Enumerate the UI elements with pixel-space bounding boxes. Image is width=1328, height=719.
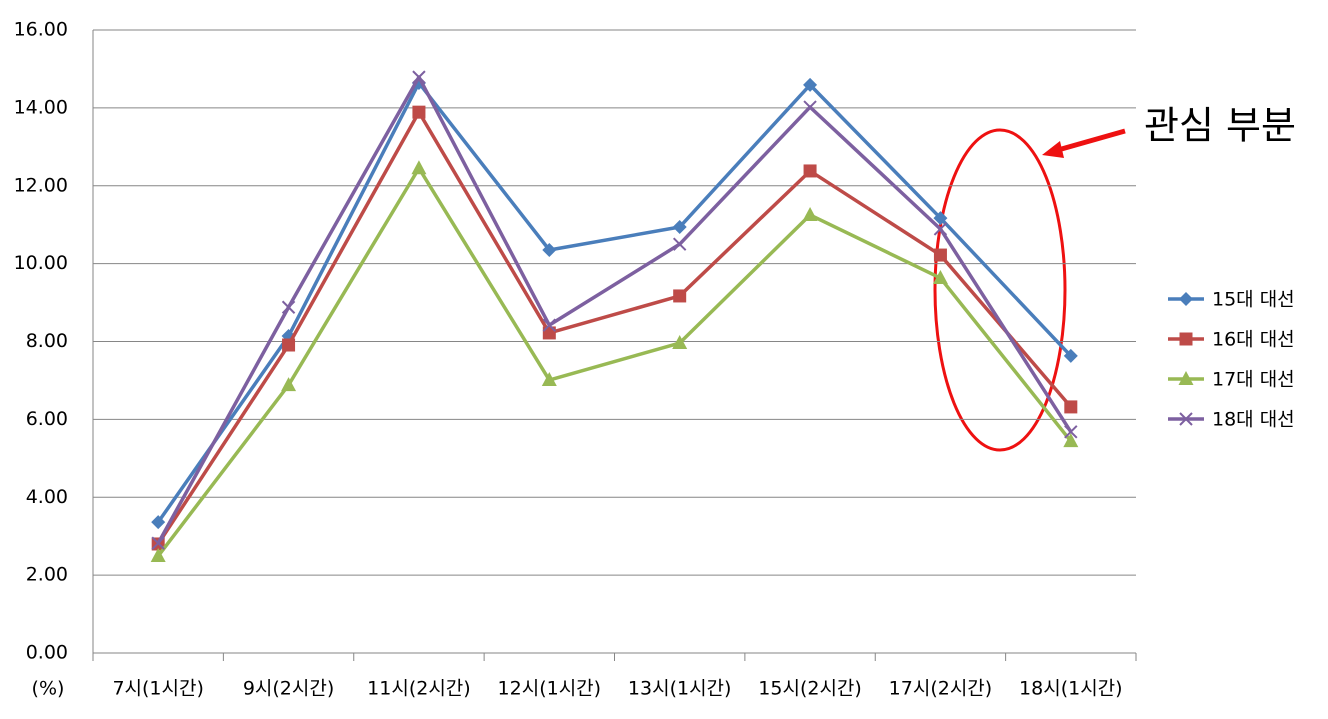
highlight-ellipse [933, 128, 1067, 452]
series-line [156, 75, 1073, 545]
y-tick-label: 8.00 [26, 330, 68, 352]
data-point [150, 548, 166, 563]
x-tick-label: 15시(2시간) [758, 678, 862, 700]
data-point [151, 536, 165, 550]
legend-marker [1179, 292, 1193, 306]
series-line [156, 166, 1073, 558]
legend-label: 17대 대선 [1212, 369, 1295, 391]
y-tick-label: 0.00 [26, 642, 68, 664]
data-point [802, 206, 818, 221]
annotation: 관심 부분 [1144, 104, 1296, 148]
y-tick-label: 4.00 [26, 486, 68, 508]
data-point [281, 300, 296, 314]
legend-label: 15대 대선 [1212, 289, 1295, 311]
data-point [281, 377, 297, 392]
x-tick-label: 13시(1시간) [628, 678, 732, 700]
data-point [932, 270, 948, 285]
x-tick-label: 18시(1시간) [1019, 678, 1123, 700]
data-point [803, 77, 818, 92]
y-tick-label: 10.00 [14, 252, 68, 274]
data-point [803, 164, 817, 178]
legend-marker [1179, 332, 1193, 346]
y-tick-label: 14.00 [14, 96, 68, 118]
y-tick-label: 6.00 [26, 408, 68, 430]
y-unit-label: (%) [32, 678, 65, 700]
data-point [1063, 348, 1078, 363]
y-tick-label: 12.00 [14, 174, 68, 196]
series-line [156, 110, 1073, 545]
data-point [541, 372, 557, 387]
x-tick-label: 9시(2시간) [243, 678, 334, 700]
x-tick-label: 7시(1시간) [112, 678, 203, 700]
data-point [151, 515, 166, 530]
y-tick-label: 16.00 [14, 19, 68, 41]
data-point [542, 318, 557, 332]
series-line [156, 81, 1073, 524]
data-point [933, 222, 948, 236]
data-point [803, 100, 817, 114]
legend-label: 18대 대선 [1212, 409, 1295, 431]
x-tick-label: 17시(2시간) [889, 678, 993, 700]
data-point [1064, 425, 1078, 439]
data-point [412, 70, 426, 84]
data-point [672, 237, 687, 251]
annotation-arrow [1057, 128, 1126, 153]
data-point [412, 105, 426, 119]
data-point [673, 289, 687, 303]
data-point [542, 242, 557, 257]
data-point [672, 335, 688, 350]
data-point [933, 248, 947, 262]
annotation-arrow-head [1042, 141, 1064, 158]
data-point [672, 220, 687, 235]
data-point [411, 160, 427, 175]
data-point [282, 338, 296, 352]
legend-marker [1179, 412, 1193, 426]
x-tick-label: 12시(1시간) [498, 678, 602, 700]
legend-marker [1178, 371, 1194, 385]
data-point [1064, 400, 1078, 414]
legend-label: 16대 대선 [1212, 329, 1295, 351]
y-tick-label: 2.00 [26, 564, 68, 586]
x-tick-label: 11시(2시간) [367, 678, 471, 700]
data-point [933, 211, 948, 226]
data-point [1063, 433, 1079, 448]
